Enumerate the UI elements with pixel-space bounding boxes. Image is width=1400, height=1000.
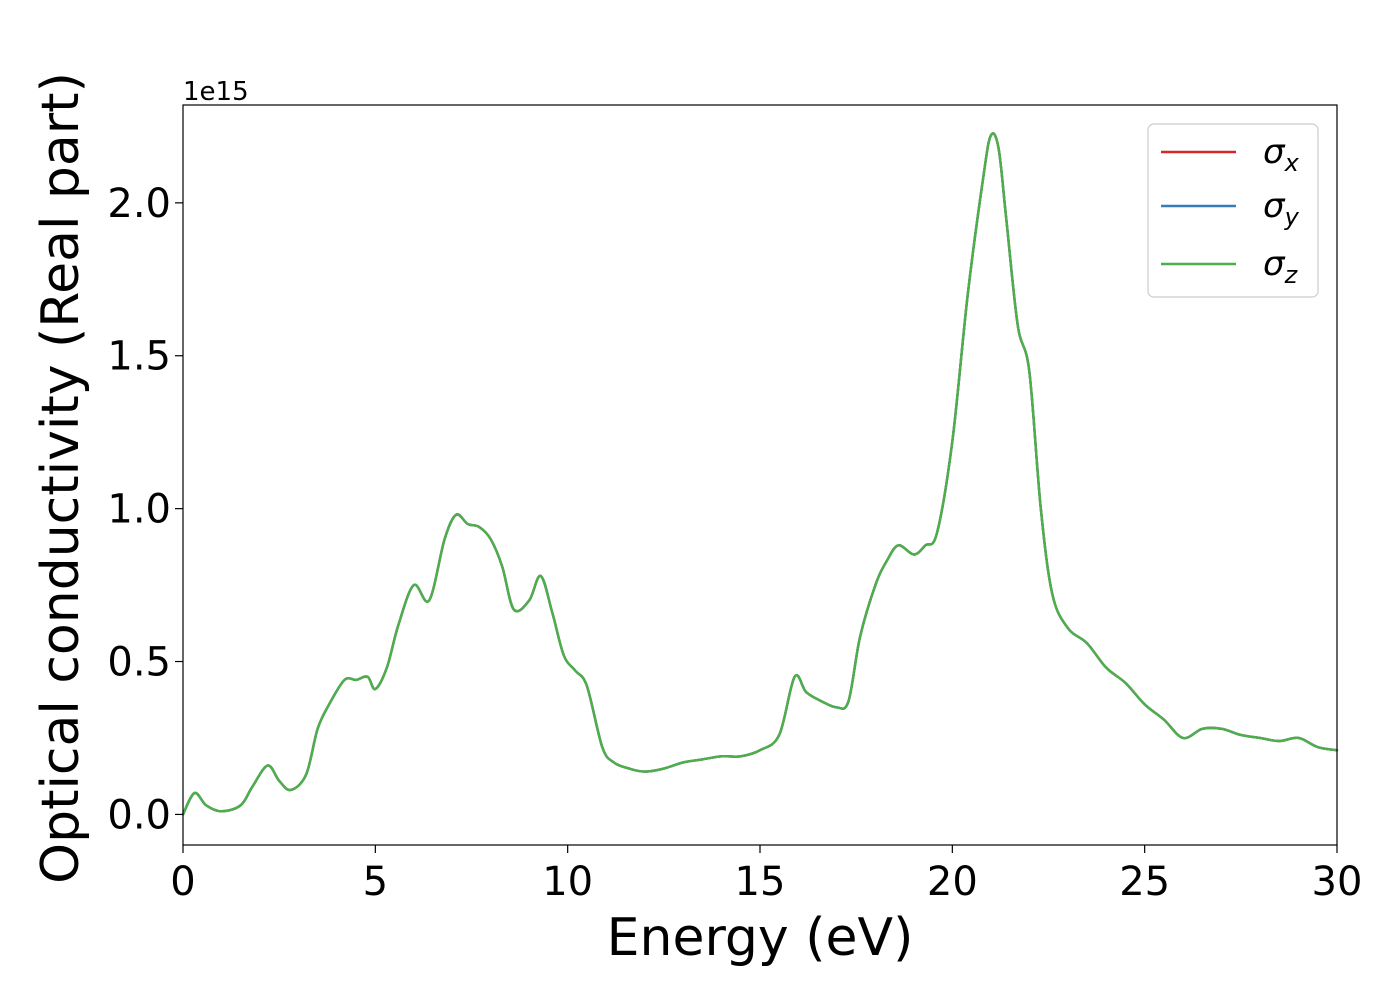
legend-symbol: σ [1263,186,1286,226]
legend-label-sigma-y: σy [1263,186,1300,231]
y-tick-label: 2.0 [107,181,171,227]
series-line-sigma-z [181,132,1339,816]
x-tick-label: 10 [542,859,593,905]
x-tick-label: 30 [1312,859,1363,905]
x-tick-label: 5 [363,859,388,905]
y-tick-label: 1.5 [107,334,171,380]
legend-box [1147,123,1319,298]
series-layer [181,132,1339,816]
x-tick-label: 0 [170,859,195,905]
y-tick-label: 0.0 [107,792,171,838]
y-axis-ticks: 0.0 0.5 1.0 1.5 2.0 [107,181,183,838]
y-offset-label: 1e15 [183,77,249,107]
legend-subscript: x [1284,149,1300,177]
y-tick-label: 1.0 [107,487,171,533]
legend-label-sigma-x: σx [1263,132,1300,177]
x-tick-label: 15 [735,859,786,905]
y-axis-title: Optical conductivity (Real part) [31,72,91,884]
legend-subscript: z [1284,261,1299,289]
x-axis-title: Energy (eV) [607,908,914,968]
legend-label-sigma-z: σz [1263,244,1299,289]
legend-symbol: σ [1263,244,1286,284]
legend-subscript: y [1284,203,1300,231]
y-tick-label: 0.5 [107,640,171,686]
x-tick-label: 20 [927,859,978,905]
x-axis-ticks: 0 5 10 15 20 25 30 [170,845,1362,905]
plot-area [181,104,1339,846]
legend-symbol: σ [1263,132,1286,172]
x-tick-label: 25 [1119,859,1170,905]
